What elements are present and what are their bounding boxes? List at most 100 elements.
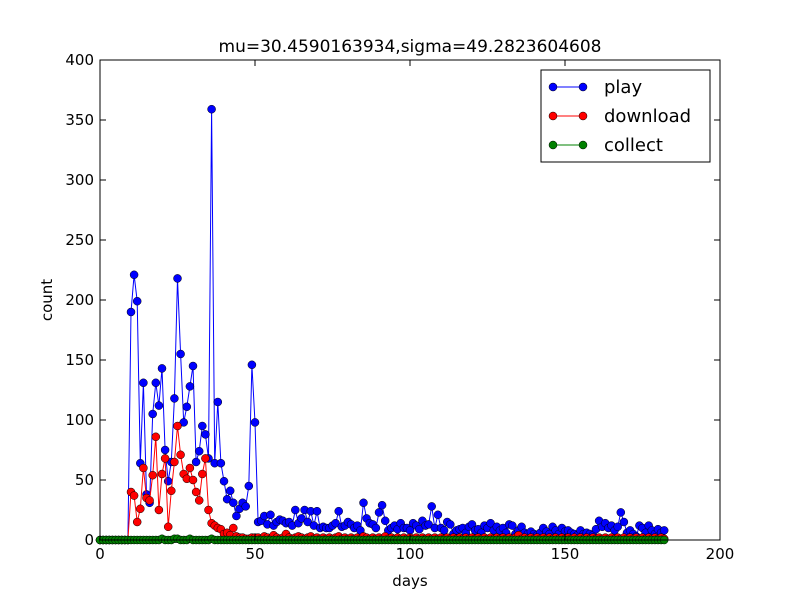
download-point-31 xyxy=(191,487,201,497)
play-point-44 xyxy=(232,511,241,521)
play-point-14 xyxy=(139,378,148,388)
play-point-20 xyxy=(157,364,167,373)
legend-label-download: download xyxy=(604,106,691,127)
play-point-12 xyxy=(132,296,142,306)
play-point-18 xyxy=(151,378,161,388)
play-point-21 xyxy=(160,445,170,455)
play-point-111 xyxy=(439,526,449,535)
series-collect xyxy=(95,534,669,545)
play-point-107 xyxy=(427,502,436,511)
play-point-25 xyxy=(173,274,182,283)
play-point-85 xyxy=(359,498,368,508)
legend: play download collect xyxy=(540,69,711,163)
legend-marker-right-download xyxy=(578,111,588,121)
y-tick-label-2: 100 xyxy=(65,411,94,429)
download-point-29 xyxy=(185,463,195,473)
y-tick-label-7: 350 xyxy=(65,111,94,129)
series-download xyxy=(95,421,669,545)
download-point-35 xyxy=(204,505,213,515)
play-point-22 xyxy=(163,476,173,486)
play-point-28 xyxy=(182,402,192,412)
play-point-169 xyxy=(619,517,629,527)
download-point-13 xyxy=(136,504,145,514)
download-point-20 xyxy=(157,469,167,479)
download-point-12 xyxy=(132,517,142,527)
legend-marker-right-play xyxy=(578,82,588,92)
play-point-19 xyxy=(154,401,164,410)
play-point-36 xyxy=(207,104,216,114)
y-tick-label-5: 250 xyxy=(65,231,94,249)
play-point-48 xyxy=(244,481,254,491)
play-point-39 xyxy=(216,458,226,468)
y-tick-label-1: 50 xyxy=(75,471,94,489)
y-tick-label-3: 150 xyxy=(65,351,94,369)
play-point-33 xyxy=(198,421,207,431)
y-axis-label: count xyxy=(38,279,56,321)
plot-frame xyxy=(99,59,721,541)
play-point-26 xyxy=(176,349,185,359)
play-point-17 xyxy=(148,409,157,419)
y-tick-label-4: 200 xyxy=(65,291,94,309)
x-tick-label-3: 150 xyxy=(551,545,580,563)
play-point-24 xyxy=(170,394,179,403)
play-point-50 xyxy=(250,418,260,427)
play-point-133 xyxy=(508,521,517,530)
legend-marker-left-collect xyxy=(548,140,558,150)
play-point-49 xyxy=(247,360,257,370)
download-point-23 xyxy=(167,486,176,496)
play-point-43 xyxy=(229,498,238,508)
y-tick-label-8: 400 xyxy=(65,51,94,69)
download-point-18 xyxy=(151,432,161,442)
download-point-19 xyxy=(154,505,164,515)
play-point-47 xyxy=(241,502,250,511)
download-point-25 xyxy=(173,421,182,431)
play-point-34 xyxy=(201,430,210,439)
legend-label-play: play xyxy=(604,77,642,98)
play-point-113 xyxy=(446,520,455,529)
play-point-182 xyxy=(659,526,669,535)
play-point-31 xyxy=(191,457,201,467)
download-point-34 xyxy=(201,454,210,463)
play-point-70 xyxy=(312,506,322,516)
play-point-109 xyxy=(433,510,443,520)
y-tick-label-0: 0 xyxy=(84,531,94,549)
download-point-16 xyxy=(145,496,154,505)
download-point-17 xyxy=(148,470,157,480)
download-point-24 xyxy=(170,457,179,467)
play-point-91 xyxy=(377,500,387,510)
play-point-167 xyxy=(613,522,622,532)
play-point-32 xyxy=(194,446,204,456)
legend-label-collect: collect xyxy=(604,135,663,156)
play-point-63 xyxy=(291,505,300,515)
download-point-33 xyxy=(198,469,207,479)
download-point-22 xyxy=(163,522,173,532)
play-point-90 xyxy=(374,508,384,517)
play-point-30 xyxy=(188,361,198,371)
legend-marker-left-play xyxy=(548,82,558,92)
play-point-38 xyxy=(213,397,223,407)
legend-marker-right-collect xyxy=(578,140,588,150)
download-point-26 xyxy=(176,450,185,460)
series-layer xyxy=(95,104,669,545)
download-point-30 xyxy=(188,475,198,485)
x-axis-label: days xyxy=(392,572,428,590)
x-tick-label-0: 0 xyxy=(95,545,105,563)
legend-marker-left-download xyxy=(548,111,558,121)
chart-title: mu=30.4590163934,sigma=49.2823604608 xyxy=(219,37,602,57)
x-tick-label-2: 100 xyxy=(396,545,425,563)
play-point-77 xyxy=(334,506,343,516)
download-point-43 xyxy=(229,523,238,533)
y-tick-label-6: 300 xyxy=(65,171,94,189)
play-point-55 xyxy=(266,510,275,520)
play-point-168 xyxy=(616,508,626,517)
download-point-11 xyxy=(129,491,139,500)
play-point-92 xyxy=(380,516,390,526)
play-point-40 xyxy=(219,476,229,486)
play-point-42 xyxy=(225,486,235,496)
play-point-89 xyxy=(371,523,381,533)
download-point-14 xyxy=(139,463,148,473)
download-point-21 xyxy=(160,454,170,463)
play-point-29 xyxy=(185,382,195,391)
x-tick-label-4: 200 xyxy=(706,545,735,563)
